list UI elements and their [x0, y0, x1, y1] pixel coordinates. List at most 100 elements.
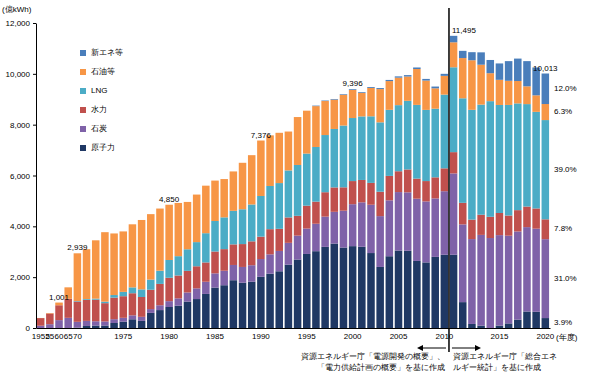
x-tick: 70 [73, 332, 82, 341]
bar [285, 131, 293, 132]
bar [138, 321, 146, 328]
legend-label: 水力 [91, 105, 107, 114]
bar [340, 94, 348, 96]
bar [110, 295, 118, 298]
share-label: 12.0% [554, 84, 577, 93]
bar [386, 80, 394, 81]
bar [83, 326, 91, 328]
bar [413, 105, 421, 179]
bar [496, 213, 504, 235]
bar [386, 110, 394, 176]
bar [230, 280, 238, 328]
bar [523, 227, 531, 311]
bar [441, 74, 449, 76]
bar [175, 256, 183, 275]
bar [239, 163, 247, 209]
total-labels: 1,0012,9394,8507,3769,39611,49510,013 [49, 26, 558, 302]
x-tick: 2000 [344, 332, 362, 341]
bar [239, 162, 247, 163]
bar [202, 233, 210, 262]
bar [175, 298, 183, 305]
bar [422, 201, 430, 262]
bar [505, 216, 513, 236]
bar [312, 202, 320, 224]
bar [37, 318, 45, 319]
bar [230, 171, 238, 172]
legend-item: 水力 [80, 105, 107, 114]
bar [175, 306, 183, 328]
bar [220, 179, 228, 217]
total-label: 7,376 [251, 131, 272, 140]
bar [119, 318, 127, 322]
bar [193, 288, 201, 299]
bar [532, 95, 540, 112]
bar [404, 251, 412, 328]
y-tick: 2,000 [10, 273, 36, 282]
total-label: 11,495 [452, 26, 476, 35]
y-tick-mark [33, 125, 36, 126]
x-tick: 1980 [160, 332, 178, 341]
bar [422, 79, 430, 81]
y-tick-mark [33, 23, 36, 24]
bar [349, 89, 357, 91]
bar [74, 322, 82, 328]
x-tick-label: 1990 [252, 332, 270, 341]
bar [358, 116, 366, 180]
bar [450, 42, 458, 67]
bar [74, 253, 82, 254]
bar [376, 216, 384, 267]
bar [211, 288, 219, 328]
legend-swatch [80, 88, 86, 94]
bar [514, 210, 522, 231]
bar [92, 321, 100, 325]
bar [110, 298, 118, 320]
bar [358, 180, 366, 202]
bar [147, 309, 155, 313]
bar [275, 229, 283, 251]
bar [431, 177, 439, 198]
bar [266, 135, 274, 186]
bar [376, 122, 384, 191]
bar [532, 312, 540, 328]
bar [156, 284, 164, 305]
bar [477, 215, 485, 235]
bar [285, 243, 293, 265]
bar [55, 302, 63, 303]
bar [92, 299, 100, 300]
bar [422, 110, 430, 181]
bar [395, 192, 403, 250]
x-tick: 1995 [298, 332, 316, 341]
bar [129, 287, 137, 293]
bar [37, 317, 45, 318]
bar [404, 101, 412, 170]
bar [477, 105, 485, 215]
share-label: 31.0% [554, 274, 577, 283]
bar [376, 267, 384, 328]
bar [303, 110, 311, 111]
bar [184, 302, 192, 328]
bar [83, 321, 91, 326]
bar [83, 249, 91, 299]
bar [376, 192, 384, 216]
bar [110, 319, 118, 323]
x-tick-label: 2010 [435, 332, 453, 341]
bar [450, 255, 458, 328]
bar [523, 207, 531, 228]
y-tick-label: 6,000 [10, 172, 31, 181]
bar [175, 275, 183, 298]
legend-swatch [80, 145, 86, 151]
bar [230, 244, 238, 265]
x-tick: 2010 [435, 332, 453, 341]
bar [230, 265, 238, 280]
bar [431, 257, 439, 328]
bar [129, 315, 137, 319]
bar [110, 323, 118, 328]
bar [147, 214, 155, 279]
legend-item: 石炭 [80, 124, 107, 133]
legend: 新エネ等石油等LNG水力石炭原子力 [80, 48, 123, 152]
plot-area [37, 36, 549, 328]
x-tick: 1990 [252, 332, 270, 341]
x-tick: 2020 [536, 332, 554, 341]
bar [248, 265, 256, 282]
share-label: 6.3% [554, 107, 572, 116]
